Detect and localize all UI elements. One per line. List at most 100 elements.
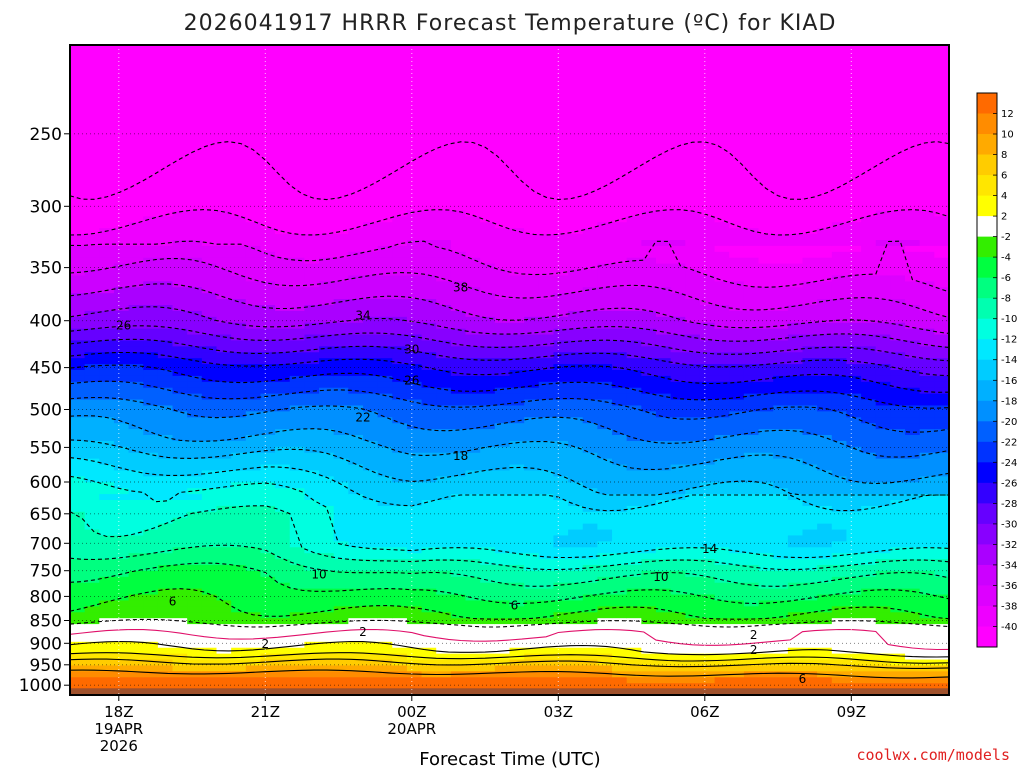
temperature-cell (568, 127, 584, 135)
temperature-cell (319, 121, 335, 129)
temperature-cell (157, 370, 174, 377)
temperature-cell (538, 641, 555, 649)
temperature-cell (612, 411, 628, 418)
temperature-cell (392, 600, 408, 607)
temperature-cell (685, 228, 701, 235)
temperature-cell (157, 92, 174, 99)
temperature-cell (538, 476, 555, 483)
temperature-cell (289, 565, 305, 572)
temperature-cell (612, 216, 628, 223)
temperature-cell (729, 56, 745, 64)
temperature-cell (245, 216, 262, 223)
temperature-cell (656, 251, 672, 259)
temperature-cell (260, 50, 276, 58)
temperature-cell (538, 553, 555, 560)
temperature-cell (187, 417, 203, 424)
temperature-cell (172, 570, 188, 578)
temperature-cell (260, 115, 276, 123)
temperature-cell (187, 299, 203, 306)
temperature-cell (465, 180, 481, 188)
temperature-cell (480, 535, 496, 542)
temperature-cell (201, 216, 218, 223)
temperature-cell (319, 647, 335, 655)
temperature-cell (465, 127, 481, 135)
temperature-cell (143, 157, 159, 164)
temperature-cell (685, 405, 701, 412)
temperature-cell (172, 671, 188, 678)
temperature-cell (656, 263, 672, 271)
temperature-cell (201, 163, 218, 170)
temperature-cell (245, 500, 262, 507)
temperature-cell (187, 198, 203, 206)
temperature-cell (348, 446, 364, 454)
temperature-cell (699, 68, 716, 76)
temperature-cell (670, 559, 686, 566)
temperature-cell (450, 665, 467, 672)
temperature-cell (656, 417, 672, 424)
temperature-cell (348, 671, 364, 678)
plot-area (70, 45, 949, 695)
temperature-cell (70, 257, 86, 265)
temperature-cell (363, 464, 379, 472)
temperature-cell (201, 582, 218, 590)
temperature-cell (450, 588, 467, 596)
temperature-cell (304, 50, 320, 58)
temperature-cell (201, 659, 218, 667)
temperature-cell (641, 198, 657, 206)
temperature-cell (99, 594, 115, 602)
temperature-cell (465, 80, 481, 87)
temperature-cell (245, 157, 262, 164)
temperature-cell (582, 50, 598, 58)
temperature-cell (626, 240, 642, 247)
temperature-cell (245, 186, 262, 194)
temperature-cell (157, 234, 174, 241)
temperature-cell (656, 62, 672, 70)
temperature-cell (216, 411, 232, 418)
temperature-cell (699, 210, 716, 217)
temperature-cell (597, 299, 613, 306)
temperature-cell (465, 488, 481, 495)
temperature-cell (626, 464, 642, 472)
temperature-cell (626, 647, 642, 655)
temperature-cell (568, 98, 584, 105)
temperature-cell (582, 210, 598, 217)
temperature-cell (377, 104, 393, 111)
temperature-cell (187, 169, 203, 176)
temperature-cell (699, 517, 716, 525)
temperature-cell (406, 440, 423, 448)
temperature-cell (553, 110, 569, 117)
temperature-cell (260, 180, 276, 188)
temperature-cell (377, 565, 393, 572)
temperature-cell (656, 56, 672, 64)
temperature-cell (157, 411, 174, 418)
temperature-cell (172, 198, 188, 206)
temperature-cell (348, 216, 364, 223)
temperature-cell (509, 228, 525, 235)
temperature-cell (245, 370, 262, 377)
temperature-cell (289, 630, 305, 637)
temperature-cell (363, 541, 379, 548)
temperature-cell (450, 482, 467, 489)
temperature-cell (245, 505, 262, 513)
temperature-cell (568, 180, 584, 188)
temperature-cell (641, 251, 657, 259)
temperature-cell (392, 429, 408, 436)
temperature-cell (70, 393, 86, 401)
temperature-cell (465, 186, 481, 194)
temperature-cell (348, 464, 364, 472)
temperature-cell (714, 565, 730, 572)
temperature-cell (245, 45, 262, 52)
temperature-cell (538, 269, 555, 277)
temperature-cell (348, 287, 364, 294)
temperature-cell (84, 121, 100, 129)
temperature-cell (348, 175, 364, 182)
temperature-cell (612, 86, 628, 93)
temperature-cell (377, 352, 393, 359)
temperature-cell (450, 346, 467, 353)
temperature-cell (612, 387, 628, 395)
temperature-cell (201, 381, 218, 389)
temperature-cell (509, 470, 525, 477)
temperature-cell (143, 505, 159, 513)
temperature-cell (406, 216, 423, 223)
temperature-cell (348, 281, 364, 288)
